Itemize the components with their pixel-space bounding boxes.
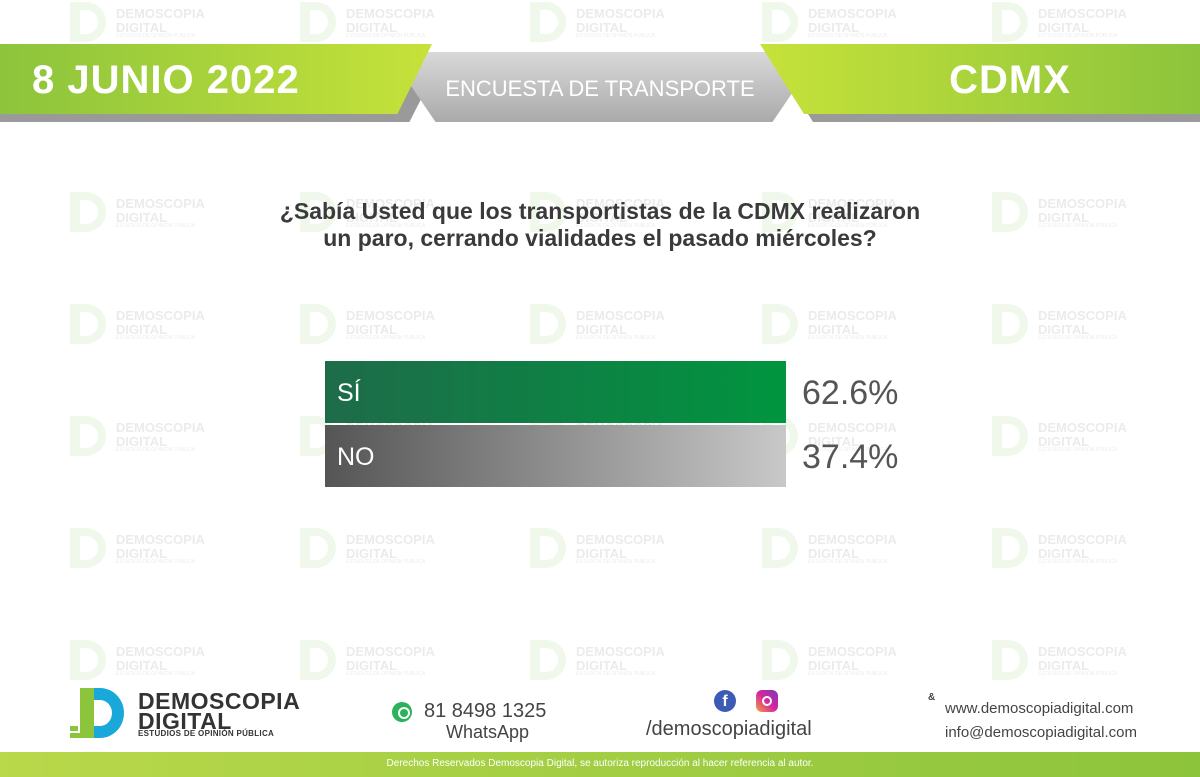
logo-d-icon [70, 688, 124, 738]
bar-si [325, 361, 786, 423]
brand-logo: DEMOSCOPIA DIGITAL ESTUDIOS DE OPINIÓN P… [56, 686, 306, 746]
social-contact[interactable]: f /demoscopiadigital [646, 690, 846, 740]
results-bar-chart: SÍ 62.6% NO 37.4% [325, 361, 898, 487]
ampersand-mark: & [928, 692, 936, 703]
bar-value-label: 37.4% [802, 438, 898, 476]
logo-text-line-2: DIGITAL [138, 708, 232, 734]
bar-value-label: 62.6% [802, 374, 898, 412]
instagram-icon[interactable] [756, 690, 778, 712]
email-link[interactable]: info@demoscopiadigital.com [945, 724, 1137, 741]
bar-category-label: SÍ [337, 378, 361, 407]
bar-no [325, 425, 786, 487]
header-left-plate [0, 44, 432, 114]
phone-label: WhatsApp [446, 722, 530, 742]
survey-title: ENCUESTA DE TRANSPORTE [445, 76, 755, 101]
copyright-notice: Derechos Reservados Demoscopia Digital, … [386, 758, 814, 769]
whatsapp-contact[interactable]: 81 8498 1325 WhatsApp [392, 700, 592, 746]
phone-number: 81 8498 1325 [424, 700, 547, 722]
logo-text-line-1: DEMOSCOPIA [138, 688, 301, 714]
facebook-icon[interactable]: f [714, 690, 736, 712]
header-right-plate [760, 44, 1200, 114]
survey-city: CDMX [949, 58, 1071, 102]
question-line-2: un paro, cerrando vialidades el pasado m… [323, 225, 877, 251]
web-contact: & www.demoscopiadigital.com info@demosco… [928, 692, 1198, 746]
question-line-1: ¿Sabía Usted que los transportistas de l… [279, 198, 921, 224]
header-center-plate [388, 52, 820, 122]
bar-category-label: NO [337, 443, 375, 471]
header-banner: 8 JUNIO 2022 ENCUESTA DE TRANSPORTE CDMX [0, 0, 1200, 130]
whatsapp-icon [392, 702, 412, 722]
survey-question: ¿Sabía Usted que los transportistas de l… [200, 198, 1000, 252]
social-handle: /demoscopiadigital [646, 718, 812, 740]
website-link[interactable]: www.demoscopiadigital.com [945, 700, 1134, 717]
footer-bar [0, 752, 1200, 777]
survey-date: 8 JUNIO 2022 [32, 58, 300, 102]
logo-text-line-3: ESTUDIOS DE OPINIÓN PÚBLICA [138, 729, 275, 738]
